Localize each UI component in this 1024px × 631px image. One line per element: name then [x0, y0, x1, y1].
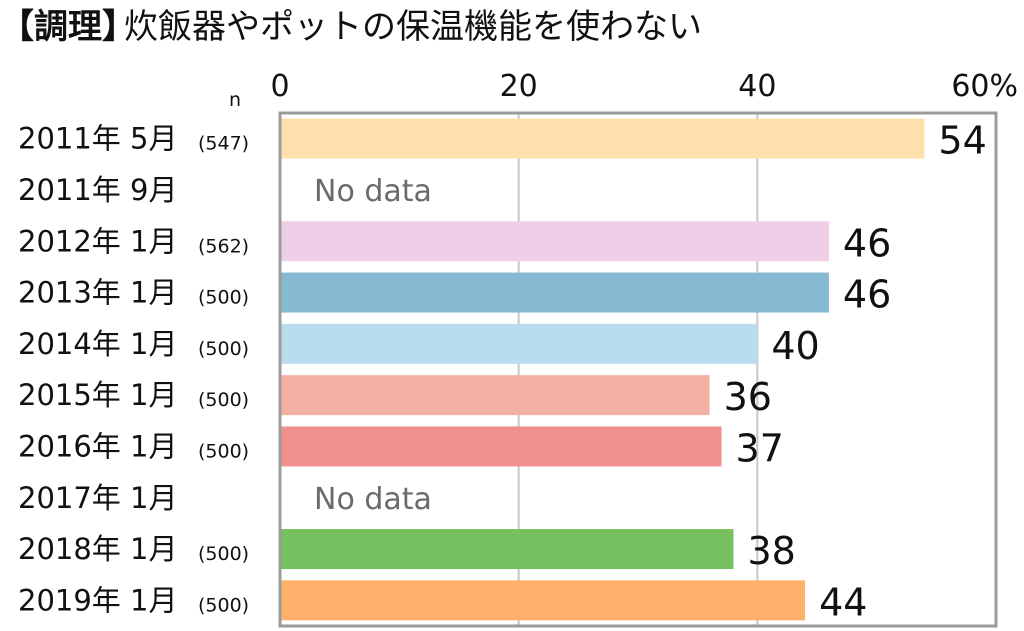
category-label: 2011年 5月: [18, 122, 177, 156]
data-label: 40: [771, 324, 819, 368]
chart-title-tag: 【調理】: [0, 7, 136, 47]
sample-size-label: (500): [198, 287, 249, 309]
bar-row: 2015年 1月 (500) 36: [18, 375, 772, 419]
sample-size-label: (547): [198, 133, 249, 155]
bar-row: 2017年 1月 No data: [18, 481, 432, 517]
chart-title: 炊飯器やポットの保温機能を使わない: [124, 7, 702, 47]
category-label: 2012年 1月: [18, 224, 177, 258]
category-label: 2019年 1月: [18, 583, 177, 617]
data-label: 54: [938, 119, 986, 163]
bar-row: 2012年 1月 (562) 46: [18, 221, 891, 265]
category-label: 2017年 1月: [18, 481, 177, 515]
bar: [280, 580, 806, 621]
bar-row: 2013年 1月 (500) 46: [18, 272, 891, 317]
bars: 2011年 5月 (547) 54 2011年 9月 No data 2012年 1月 (5…: [18, 119, 987, 625]
x-tick-label: 20: [500, 69, 538, 104]
category-label: 2018年 1月: [18, 532, 177, 566]
sample-size-label: (500): [198, 543, 249, 565]
category-label: 2011年 9月: [18, 173, 177, 207]
x-axis-ticks: 0 20 40 60%: [270, 69, 1018, 104]
data-label: 37: [736, 426, 784, 470]
data-label: 38: [747, 529, 795, 573]
bar: [280, 272, 829, 313]
plot-frame: [278, 111, 998, 628]
data-label: 46: [843, 221, 891, 265]
bar-row: 2011年 9月 No data: [18, 173, 432, 209]
sample-size-label: (500): [198, 594, 249, 616]
sample-size-label: (562): [198, 235, 249, 257]
bar: [280, 529, 734, 570]
x-tick-label: 60%: [951, 69, 1018, 104]
sample-size-label: (500): [198, 338, 249, 360]
bar-row: 2019年 1月 (500) 44: [18, 580, 867, 624]
bar: [280, 426, 722, 467]
bar-row: 2011年 5月 (547) 54: [18, 119, 987, 163]
no-data-label: No data: [314, 174, 432, 209]
bar: [280, 118, 925, 159]
category-label: 2016年 1月: [18, 429, 177, 463]
category-label: 2014年 1月: [18, 327, 177, 361]
bar-row: 2016年 1月 (500) 37: [18, 426, 784, 470]
data-label: 46: [843, 273, 891, 317]
n-column-label: n: [229, 89, 241, 111]
x-tick-label: 40: [738, 69, 776, 104]
no-data-label: No data: [314, 482, 432, 517]
sample-size-label: (500): [198, 440, 249, 462]
data-label: 44: [819, 580, 867, 624]
bar: [280, 221, 829, 262]
x-tick-label: 0: [270, 69, 289, 104]
category-label: 2013年 1月: [18, 276, 177, 310]
category-label: 2015年 1月: [18, 378, 177, 412]
bar-row: 2018年 1月 (500) 38: [18, 529, 796, 573]
bar: [280, 323, 758, 364]
bar-row: 2014年 1月 (500) 40: [18, 323, 820, 368]
bar: [280, 375, 710, 416]
data-label: 36: [724, 375, 772, 419]
sample-size-label: (500): [198, 389, 249, 411]
